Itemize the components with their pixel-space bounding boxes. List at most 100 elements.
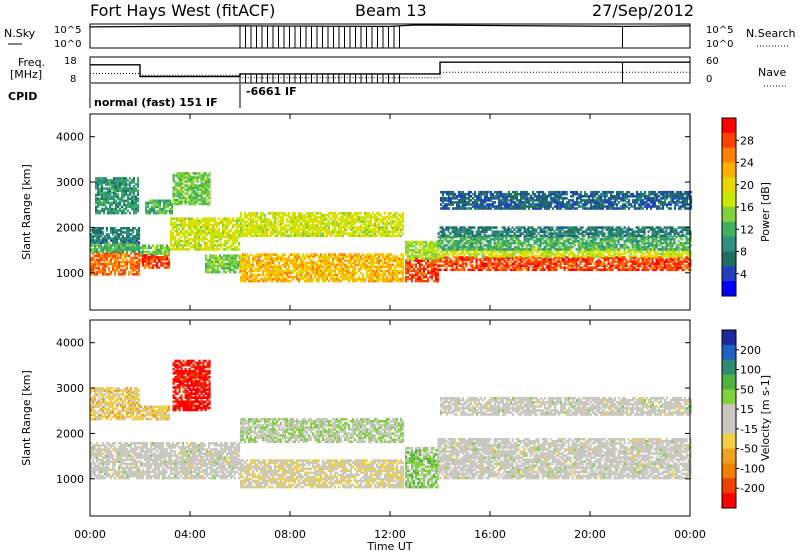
power-cell xyxy=(400,261,403,265)
power-cell xyxy=(192,231,195,235)
power-cell xyxy=(396,255,399,258)
power-cell xyxy=(358,277,361,281)
power-cell xyxy=(131,199,134,203)
power-cell xyxy=(481,262,484,265)
power-cell xyxy=(238,229,241,233)
power-cell xyxy=(336,234,339,238)
power-cell xyxy=(280,224,283,227)
power-cell xyxy=(384,228,387,231)
power-cell xyxy=(134,248,137,251)
power-cell xyxy=(429,240,432,244)
power-cell xyxy=(209,258,212,262)
power-cell xyxy=(104,262,107,266)
power-cell xyxy=(264,222,267,225)
power-cell xyxy=(350,263,353,267)
power-cell xyxy=(252,265,255,269)
power-cell xyxy=(268,224,271,227)
power-cell xyxy=(380,234,383,238)
power-cell xyxy=(216,223,219,227)
freq-tick-bottom: 8 xyxy=(70,74,76,85)
power-cell xyxy=(485,264,488,267)
power-cell xyxy=(97,197,100,201)
power-cell xyxy=(388,253,391,256)
power-cell xyxy=(274,271,277,275)
power-cell xyxy=(233,256,236,260)
power-cell xyxy=(272,226,275,229)
power-cell xyxy=(471,248,474,251)
power-cell xyxy=(272,267,275,271)
power-cell xyxy=(268,222,271,225)
power-cell xyxy=(437,235,440,239)
power-cell xyxy=(194,186,197,189)
power-cell xyxy=(109,189,112,192)
power-cell xyxy=(306,273,309,277)
power-cell xyxy=(308,234,311,238)
power-cell xyxy=(338,226,341,229)
power-cell xyxy=(324,253,327,256)
power-cell xyxy=(304,263,307,267)
power-cell xyxy=(219,270,222,274)
power-cell xyxy=(92,237,95,240)
power-cell xyxy=(130,241,133,244)
power-cell xyxy=(92,235,95,238)
power-cell xyxy=(180,172,183,175)
power-cell xyxy=(276,279,279,283)
power-cell xyxy=(172,223,175,227)
power-cell xyxy=(519,268,522,272)
power-cell xyxy=(194,174,197,177)
power-cell xyxy=(206,231,209,235)
power-cell xyxy=(94,250,97,253)
power-cell xyxy=(396,259,399,262)
power-cell xyxy=(362,220,365,223)
power-cell xyxy=(390,253,393,256)
power-cell xyxy=(314,275,317,279)
power-cell xyxy=(378,271,381,275)
power-cell xyxy=(298,220,301,223)
power-cell xyxy=(116,237,119,240)
beam-label: Beam 13 xyxy=(355,1,427,20)
power-cell xyxy=(96,235,99,238)
power-cell xyxy=(493,264,496,267)
power-cell xyxy=(167,209,170,213)
power-cell xyxy=(129,177,132,180)
power-cell xyxy=(368,230,371,233)
power-cell xyxy=(671,250,674,254)
power-cell xyxy=(194,241,197,245)
power-cell xyxy=(370,220,373,223)
power-cell xyxy=(114,246,117,249)
power-cell xyxy=(202,223,205,227)
power-cell xyxy=(115,209,118,213)
power-cell xyxy=(609,264,612,267)
power-cell xyxy=(196,225,199,229)
power-cell xyxy=(302,261,305,265)
power-cell xyxy=(671,268,674,272)
power-cell xyxy=(402,253,405,256)
power-cell xyxy=(521,268,524,272)
power-cell xyxy=(354,263,357,267)
power-cell xyxy=(326,265,329,269)
power-cell xyxy=(322,255,325,258)
power-cell xyxy=(236,219,239,223)
power-cell xyxy=(661,252,664,256)
power-cell xyxy=(182,194,185,198)
power-cell xyxy=(222,219,225,223)
power-cell xyxy=(150,262,153,265)
power-cell xyxy=(97,209,100,213)
power-cell xyxy=(276,267,279,271)
power-cell xyxy=(92,241,95,244)
power-cell xyxy=(318,232,321,235)
power-cell xyxy=(290,234,293,238)
power-cell xyxy=(135,199,138,203)
power-cell xyxy=(254,230,257,233)
power-cell xyxy=(551,262,554,265)
power-cell xyxy=(116,229,119,232)
power-cell xyxy=(204,237,207,241)
power-cell xyxy=(129,205,132,209)
power-cell xyxy=(102,271,105,274)
power-cell xyxy=(125,185,128,188)
power-cell xyxy=(262,212,265,215)
power-cell xyxy=(202,192,205,196)
power-cell xyxy=(113,199,116,203)
power-cell xyxy=(204,186,207,189)
power-cell xyxy=(180,225,183,229)
